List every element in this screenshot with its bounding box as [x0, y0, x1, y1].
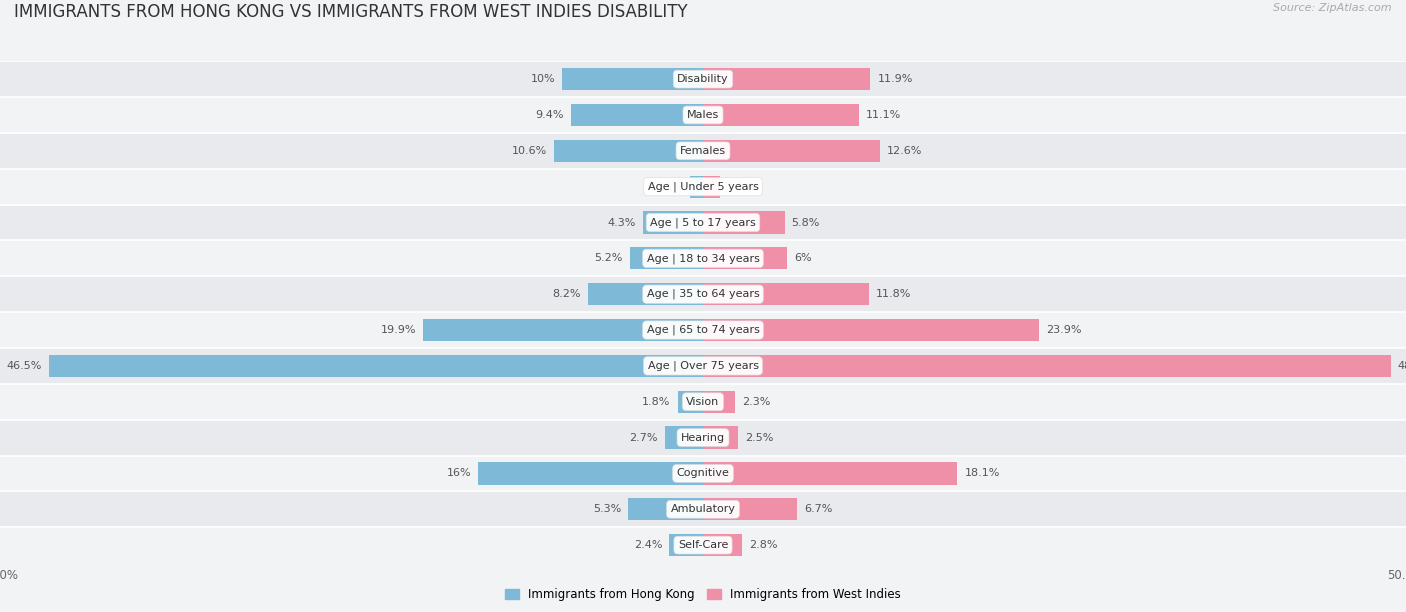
- Text: 9.4%: 9.4%: [536, 110, 564, 120]
- Text: 0.95%: 0.95%: [647, 182, 683, 192]
- Text: Cognitive: Cognitive: [676, 468, 730, 479]
- Bar: [0, 491, 1406, 527]
- Legend: Immigrants from Hong Kong, Immigrants from West Indies: Immigrants from Hong Kong, Immigrants fr…: [501, 584, 905, 606]
- Bar: [588, 283, 703, 305]
- Text: 11.1%: 11.1%: [866, 110, 901, 120]
- Bar: [571, 104, 703, 126]
- Text: Age | Under 5 years: Age | Under 5 years: [648, 181, 758, 192]
- Bar: [665, 427, 703, 449]
- Text: IMMIGRANTS FROM HONG KONG VS IMMIGRANTS FROM WEST INDIES DISABILITY: IMMIGRANTS FROM HONG KONG VS IMMIGRANTS …: [14, 3, 688, 21]
- Text: Females: Females: [681, 146, 725, 156]
- Bar: [630, 247, 703, 269]
- Text: 1.8%: 1.8%: [643, 397, 671, 407]
- Bar: [703, 427, 738, 449]
- Text: Hearing: Hearing: [681, 433, 725, 442]
- Bar: [703, 104, 859, 126]
- Text: 1.2%: 1.2%: [727, 182, 755, 192]
- Text: 5.3%: 5.3%: [593, 504, 621, 514]
- Text: 2.3%: 2.3%: [742, 397, 770, 407]
- Bar: [0, 97, 1406, 133]
- Text: 10%: 10%: [530, 74, 555, 84]
- Text: 8.2%: 8.2%: [553, 289, 581, 299]
- Text: Disability: Disability: [678, 74, 728, 84]
- Bar: [628, 498, 703, 520]
- Text: Self-Care: Self-Care: [678, 540, 728, 550]
- Text: 48.9%: 48.9%: [1398, 361, 1406, 371]
- Bar: [703, 211, 785, 234]
- Text: 12.6%: 12.6%: [887, 146, 922, 156]
- Bar: [703, 247, 787, 269]
- Text: 2.4%: 2.4%: [634, 540, 662, 550]
- Text: 2.7%: 2.7%: [630, 433, 658, 442]
- Bar: [0, 312, 1406, 348]
- Text: Source: ZipAtlas.com: Source: ZipAtlas.com: [1274, 3, 1392, 13]
- Text: 18.1%: 18.1%: [965, 468, 1000, 479]
- Text: Age | Over 75 years: Age | Over 75 years: [648, 360, 758, 371]
- Text: 6%: 6%: [794, 253, 813, 263]
- Bar: [0, 455, 1406, 491]
- Bar: [669, 534, 703, 556]
- Bar: [703, 319, 1039, 341]
- Bar: [0, 384, 1406, 420]
- Bar: [643, 211, 703, 234]
- Bar: [703, 534, 742, 556]
- Bar: [703, 498, 797, 520]
- Bar: [562, 68, 703, 90]
- Bar: [703, 390, 735, 413]
- Bar: [0, 241, 1406, 276]
- Bar: [690, 176, 703, 198]
- Bar: [678, 390, 703, 413]
- Bar: [423, 319, 703, 341]
- Bar: [703, 355, 1391, 377]
- Text: 2.5%: 2.5%: [745, 433, 773, 442]
- Bar: [703, 68, 870, 90]
- Bar: [49, 355, 703, 377]
- Text: Age | 5 to 17 years: Age | 5 to 17 years: [650, 217, 756, 228]
- Text: Age | 18 to 34 years: Age | 18 to 34 years: [647, 253, 759, 264]
- Bar: [554, 140, 703, 162]
- Bar: [703, 176, 720, 198]
- Text: 10.6%: 10.6%: [512, 146, 547, 156]
- Text: 5.2%: 5.2%: [595, 253, 623, 263]
- Text: 19.9%: 19.9%: [381, 325, 416, 335]
- Text: 11.9%: 11.9%: [877, 74, 912, 84]
- Bar: [0, 276, 1406, 312]
- Text: Age | 35 to 64 years: Age | 35 to 64 years: [647, 289, 759, 299]
- Bar: [478, 462, 703, 485]
- Bar: [703, 283, 869, 305]
- Bar: [0, 204, 1406, 241]
- Bar: [0, 169, 1406, 204]
- Bar: [703, 462, 957, 485]
- Bar: [0, 420, 1406, 455]
- Text: 6.7%: 6.7%: [804, 504, 832, 514]
- Text: 46.5%: 46.5%: [7, 361, 42, 371]
- Text: Age | 65 to 74 years: Age | 65 to 74 years: [647, 325, 759, 335]
- Text: 5.8%: 5.8%: [792, 217, 820, 228]
- Text: Ambulatory: Ambulatory: [671, 504, 735, 514]
- Text: 23.9%: 23.9%: [1046, 325, 1081, 335]
- Text: 11.8%: 11.8%: [876, 289, 911, 299]
- Bar: [0, 61, 1406, 97]
- Bar: [0, 133, 1406, 169]
- Text: 2.8%: 2.8%: [749, 540, 778, 550]
- Bar: [0, 348, 1406, 384]
- Text: 4.3%: 4.3%: [607, 217, 636, 228]
- Text: Males: Males: [688, 110, 718, 120]
- Text: Vision: Vision: [686, 397, 720, 407]
- Text: 16%: 16%: [446, 468, 471, 479]
- Bar: [0, 527, 1406, 563]
- Bar: [703, 140, 880, 162]
